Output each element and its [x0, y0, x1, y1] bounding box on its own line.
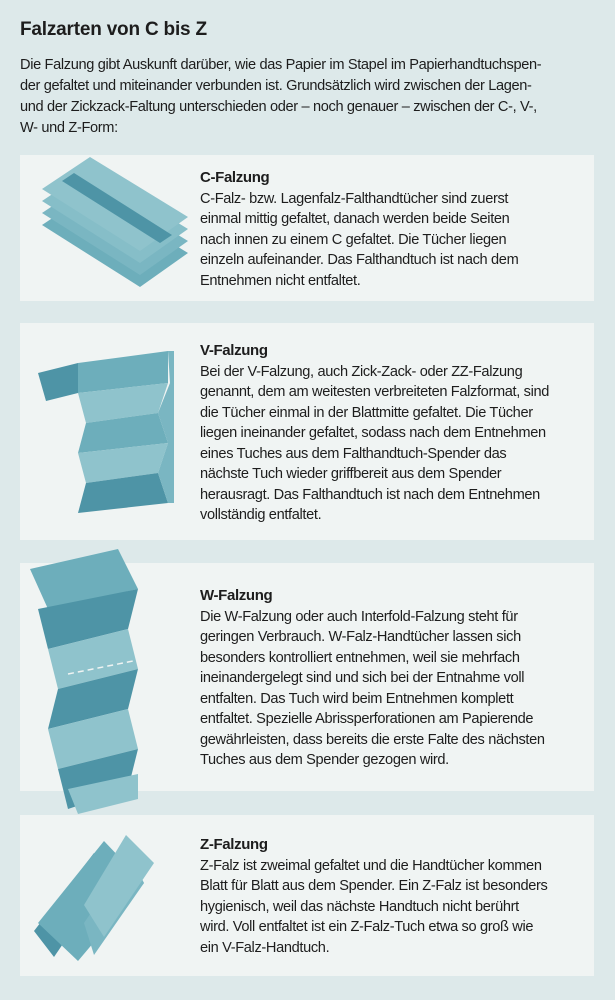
card-v-falzung: V-Falzung Bei der V-Falzung, auch Zick-Z…	[20, 323, 594, 540]
w-fold-towel-icon	[30, 549, 138, 814]
card-text: Z-Falzung Z-Falz ist zweimal gefaltet un…	[200, 835, 548, 958]
card-line: nach innen zu einem C gefaltet. Die Tüch…	[200, 231, 507, 248]
card-w-falzung: W-Falzung Die W-Falzung oder auch Interf…	[20, 549, 594, 814]
intro-paragraph: Die Falzung gibt Auskunft darüber, wie d…	[20, 55, 542, 139]
card-line: C-Falz- bzw. Lagenfalz-Falthandtücher si…	[200, 190, 509, 207]
card-line: Blatt für Blatt aus dem Spender. Ein Z-F…	[200, 878, 548, 894]
intro-line: Die Falzung gibt Auskunft darüber, wie d…	[20, 57, 542, 73]
card-line: wird. Voll entfaltet ist ein Z-Falz-Tuch…	[200, 919, 534, 935]
card-c-falzung: C-Falzung C-Falz- bzw. Lagenfalz-Falthan…	[20, 155, 594, 301]
card-text: W-Falzung Die W-Falzung oder auch Interf…	[200, 586, 545, 771]
card-line: besonders kontrolliert entnehmen, weil s…	[200, 649, 520, 666]
card-line: nächste Tuch wieder griffbereit aus dem …	[200, 466, 502, 482]
card-line: entfalten. Das Tuch wird beim Entnehmen …	[200, 690, 514, 707]
card-line: einzeln aufeinander. Das Falthandtuch is…	[200, 252, 519, 268]
v-fold-towel-icon	[38, 351, 174, 513]
card-line: Entnehmen nicht entfaltet.	[200, 272, 361, 289]
card-line: gewährleisten, dass bereits die erste Fa…	[200, 731, 545, 748]
card-line: Z-Falz ist zweimal gefaltet und die Hand…	[200, 857, 542, 874]
card-line: hygienisch, weil das nächste Handtuch ni…	[200, 898, 519, 915]
card-line: entfaltet. Spezielle Abrissperforationen…	[200, 711, 534, 727]
card-line: genannt, dem am weitesten verbreiteten F…	[200, 384, 550, 400]
card-text: V-Falzung Bei der V-Falzung, auch Zick-Z…	[200, 341, 549, 526]
page-title: Falzarten von C bis Z	[20, 19, 207, 40]
card-line: Bei der V-Falzung, auch Zick-Zack- oder …	[200, 363, 523, 380]
card-line: herausragt. Das Falthandtuch ist nach de…	[200, 486, 540, 503]
intro-line: und der Zickzack-Faltung unterschieden o…	[20, 99, 537, 115]
card-line: vollständig entfaltet.	[200, 507, 322, 523]
card-line: geringen Verbrauch. W-Falz-Handtücher la…	[200, 629, 521, 645]
card-heading: W-Falzung	[200, 587, 273, 604]
c-fold-towel-icon	[42, 157, 188, 287]
z-fold-towel-icon	[34, 835, 154, 961]
card-line: Die W-Falzung oder auch Interfold-Falzun…	[200, 608, 518, 625]
card-line: Tuches aus dem Spender gezogen wird.	[200, 752, 449, 768]
card-line: ein V-Falz-Handtuch.	[200, 939, 330, 956]
card-line: die Tücher einmal in der Blattmitte gefa…	[200, 404, 533, 421]
card-heading: C-Falzung	[200, 169, 270, 186]
card-line: ineinandergelegt sind und sich bei der E…	[200, 670, 525, 686]
card-line: eines Tuches aus dem Falthandtuch-Spende…	[200, 445, 507, 462]
card-heading: V-Falzung	[200, 342, 268, 359]
card-heading: Z-Falzung	[200, 836, 268, 853]
card-z-falzung: Z-Falzung Z-Falz ist zweimal gefaltet un…	[20, 815, 594, 976]
card-line: liegen ineinander gefaltet, sodass nach …	[200, 425, 546, 441]
intro-line: der gefaltet und miteinander verbunden i…	[20, 78, 532, 94]
intro-line: W- und Z-Form:	[20, 120, 118, 136]
card-text: C-Falzung C-Falz- bzw. Lagenfalz-Falthan…	[200, 168, 519, 291]
card-line: einmal mittig gefaltet, danach werden be…	[200, 211, 510, 227]
